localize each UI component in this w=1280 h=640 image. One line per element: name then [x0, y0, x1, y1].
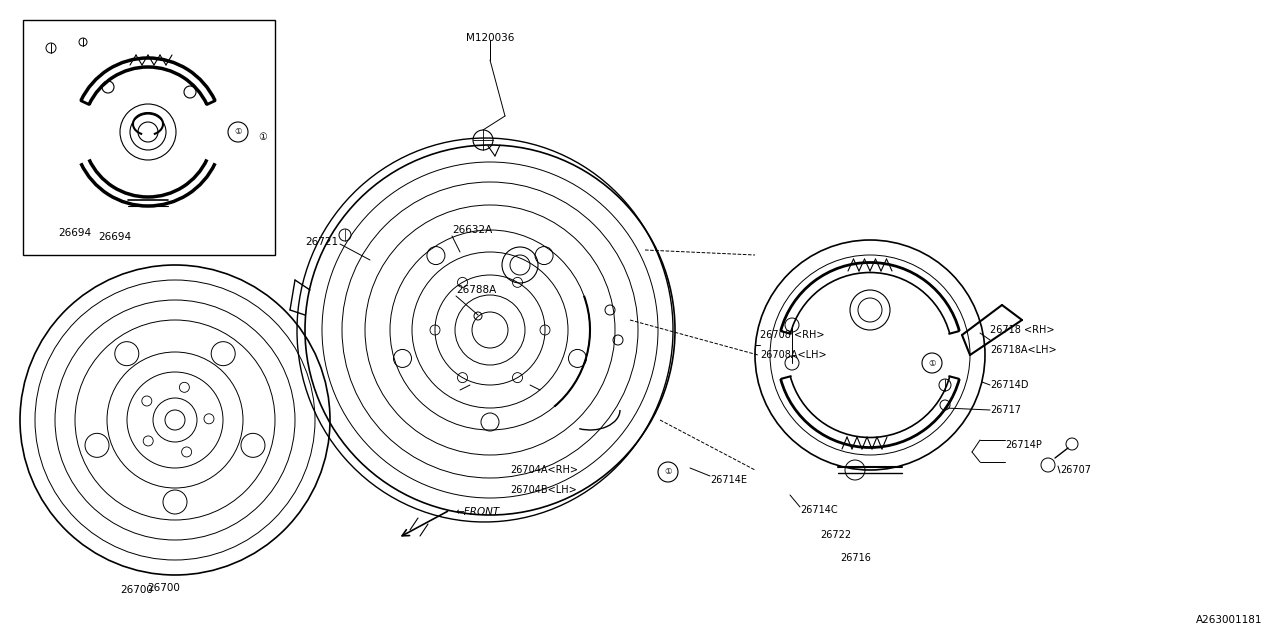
Text: 26714C: 26714C — [800, 505, 837, 515]
Text: M120036: M120036 — [466, 33, 515, 43]
Text: ①: ① — [234, 127, 242, 136]
Text: 26718 <RH>: 26718 <RH> — [989, 325, 1055, 335]
Text: ①: ① — [928, 358, 936, 367]
Text: 26632A: 26632A — [452, 225, 493, 235]
Text: 26700: 26700 — [120, 585, 152, 595]
Text: 26694: 26694 — [99, 232, 131, 242]
Text: 26717: 26717 — [989, 405, 1021, 415]
Text: 26708 <RH>: 26708 <RH> — [760, 330, 824, 340]
Text: A263001181: A263001181 — [1196, 615, 1262, 625]
Text: ←FRONT: ←FRONT — [454, 507, 499, 517]
Text: 26721: 26721 — [305, 237, 338, 247]
Text: 26714D: 26714D — [989, 380, 1029, 390]
Text: ①: ① — [259, 132, 268, 142]
Text: 26714E: 26714E — [710, 475, 748, 485]
Text: 26704A<RH>: 26704A<RH> — [509, 465, 579, 475]
Text: 26704B<LH>: 26704B<LH> — [509, 485, 577, 495]
Text: 26694: 26694 — [58, 228, 91, 238]
Bar — [23, 20, 275, 255]
Text: 26788A: 26788A — [456, 285, 497, 295]
Text: 26718A<LH>: 26718A<LH> — [989, 345, 1056, 355]
Text: ①: ① — [664, 467, 672, 477]
Text: 26714P: 26714P — [1005, 440, 1042, 450]
Text: 26707: 26707 — [1060, 465, 1091, 475]
Text: 26716: 26716 — [840, 553, 870, 563]
Text: 26708A<LH>: 26708A<LH> — [760, 350, 827, 360]
Text: 26722: 26722 — [820, 530, 851, 540]
Text: 26700: 26700 — [147, 583, 180, 593]
